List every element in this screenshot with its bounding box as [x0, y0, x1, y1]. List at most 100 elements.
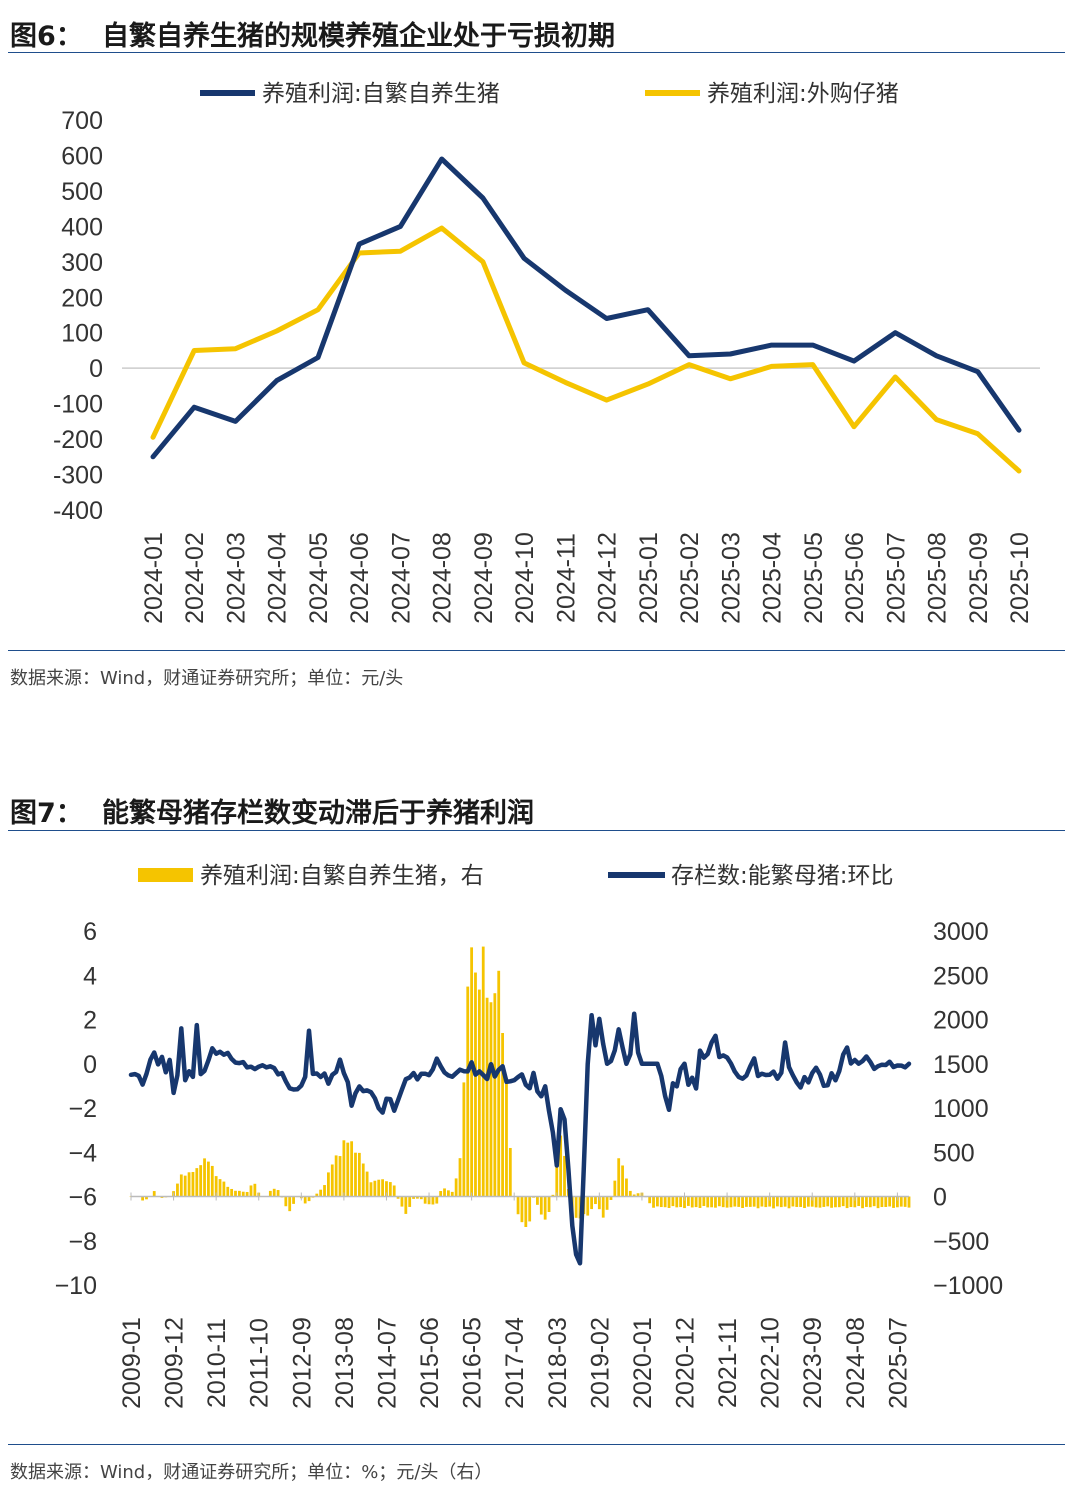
fig7-profit-bar [385, 1181, 388, 1197]
fig7-profit-bar [868, 1196, 872, 1208]
fig6-title: 图6： 自繁自养生猪的规模养殖企业处于亏损初期 [10, 14, 615, 53]
fig7-legend-label-line: 存栏数:能繁母猪:环比 [671, 863, 894, 889]
fig7-x-tick-label: 2013-08 [331, 1317, 359, 1409]
fig7-profit-bar [547, 1196, 551, 1212]
fig6-x-tick-label: 2024-11 [552, 533, 580, 623]
fig7-profit-bar [346, 1142, 350, 1197]
fig7-x-tick-label: 2018-03 [544, 1317, 572, 1409]
fig7-profit-bar [477, 989, 481, 1197]
fig7-profit-bar [423, 1196, 427, 1204]
fig7-profit-bar [481, 946, 485, 1197]
fig7-profit-bar [907, 1196, 911, 1208]
fig7-profit-bar [597, 1196, 601, 1210]
fig7-profit-bar [253, 1183, 257, 1197]
fig7-profit-bar [354, 1152, 357, 1197]
fig7-profit-bar [234, 1190, 237, 1197]
fig6-x-tick-label: 2024-10 [511, 532, 539, 624]
fig7-profit-bar [288, 1196, 292, 1212]
fig6-y-tick-label: 100 [61, 320, 103, 348]
fig7-profit-bar [501, 1033, 504, 1197]
fig7-profit-bar [505, 1081, 508, 1197]
fig7-profit-bar [892, 1196, 895, 1208]
fig7-left-tick-label: 0 [83, 1051, 97, 1079]
fig7-chart: 养殖利润:自繁自养生猪，右 存栏数:能繁母猪:环比 6 4 2 0 −2 −4 −6 −8 −1… [55, 863, 1004, 1409]
fig6-x-tick-label: 2024-06 [346, 532, 374, 624]
fig7-profit-bar [214, 1176, 218, 1197]
fig7-profit-bar [690, 1196, 694, 1208]
fig7-profit-bar [454, 1178, 458, 1197]
fig7-profit-bar [176, 1183, 179, 1197]
fig6-x-tick-label: 2025-10 [1006, 532, 1034, 624]
fig7-right-tick-label: 3000 [933, 918, 989, 946]
fig6-x-tick-label: 2025-01 [635, 532, 663, 624]
fig6-y-tick-label: 500 [61, 178, 103, 206]
fig6-y-tick-label: -400 [53, 497, 103, 525]
fig7-profit-bar [837, 1196, 841, 1208]
fig7-profit-bar [706, 1196, 710, 1208]
fig7-profit-bar [268, 1190, 272, 1197]
fig7-profit-bar [416, 1196, 419, 1199]
fig7-profit-bar [675, 1196, 679, 1208]
fig7-title-number: 图7： [10, 798, 83, 829]
fig7-profit-bar [400, 1196, 404, 1207]
fig7-profit-bar [338, 1156, 342, 1197]
fig7-profit-bar [748, 1196, 752, 1207]
fig7-profit-bar [226, 1186, 230, 1197]
fig7-legend-swatch-bars [138, 868, 193, 882]
fig7-profit-bar [625, 1178, 628, 1197]
fig7-x-tick-label: 2025-07 [884, 1317, 912, 1409]
fig7-profit-bar [899, 1196, 903, 1207]
fig7-profit-bar [520, 1196, 524, 1223]
fig6-source: 数据来源：Wind，财通证券研究所；单位：元/头 [10, 668, 404, 689]
fig6-x-tick-label: 2025-04 [759, 532, 787, 624]
fig7-profit-bar [524, 1196, 528, 1227]
fig7-x-tick-label: 2010-11 [203, 1318, 231, 1408]
fig7-profit-bar [779, 1196, 783, 1208]
fig7-profit-bar [419, 1196, 423, 1200]
fig6-title-text: 自繁自养生猪的规模养殖企业处于亏损初期 [102, 21, 615, 52]
fig7-profit-bar [613, 1180, 617, 1197]
fig7-profit-bar [776, 1196, 779, 1207]
fig7-profit-bar [733, 1196, 737, 1207]
fig6-x-tick-label: 2025-03 [717, 532, 745, 624]
fig7-right-tick-label: −1000 [933, 1272, 1003, 1300]
fig6-series-line-2 [150, 225, 1022, 474]
fig7-profit-bar [207, 1161, 210, 1197]
fig6-y-tick-label: 700 [61, 107, 103, 135]
fig7-profit-bar [768, 1196, 772, 1207]
fig7-profit-bar [609, 1196, 613, 1200]
fig6-y-tick-label: 300 [61, 249, 103, 277]
fig6-bottom-rule [8, 650, 1065, 651]
fig7-title-rule [8, 830, 1065, 831]
fig7-profit-bar [447, 1190, 450, 1197]
fig6-series-line-1 [150, 156, 1022, 460]
fig6-x-tick-label: 2024-04 [264, 532, 292, 624]
fig6-x-tick-label: 2025-08 [924, 532, 952, 624]
fig7-legend-label-bars: 养殖利润:自繁自养生猪，右 [200, 863, 484, 889]
fig7-profit-bar [791, 1196, 795, 1207]
fig7-profit-bar [276, 1190, 280, 1197]
fig7-profit-bar [663, 1196, 667, 1208]
fig6-y-tick-label: 0 [89, 355, 103, 383]
fig7-bottom-rule [8, 1444, 1065, 1445]
fig6-y-tick-label: -200 [53, 426, 103, 454]
fig7-profit-bar [551, 1194, 555, 1197]
fig6-x-tick-label: 2024-12 [594, 532, 622, 624]
fig7-legend: 养殖利润:自繁自养生猪，右 存栏数:能繁母猪:环比 [138, 863, 894, 889]
fig7-profit-bar [388, 1182, 392, 1197]
fig7-profit-bar [594, 1196, 597, 1205]
fig7-profit-bar [245, 1191, 249, 1197]
fig7-profit-bar [272, 1188, 276, 1197]
fig7-profit-bar [818, 1196, 822, 1208]
fig7-profit-bar [648, 1196, 652, 1204]
fig7-profit-bar [729, 1196, 733, 1208]
fig7-left-tick-label: 4 [83, 962, 97, 990]
fig7-profit-bar [694, 1196, 698, 1208]
fig7-profit-bar [203, 1158, 206, 1197]
fig7-profit-bar [559, 1135, 563, 1197]
fig7-profit-bar [853, 1196, 857, 1208]
fig7-profit-bar [187, 1172, 191, 1197]
fig7-profit-bar [539, 1196, 543, 1215]
fig6-legend: 养殖利润:自繁自养生猪 养殖利润:外购仔猪 [200, 81, 899, 107]
fig6-x-tick-label: 2024-03 [222, 532, 250, 624]
